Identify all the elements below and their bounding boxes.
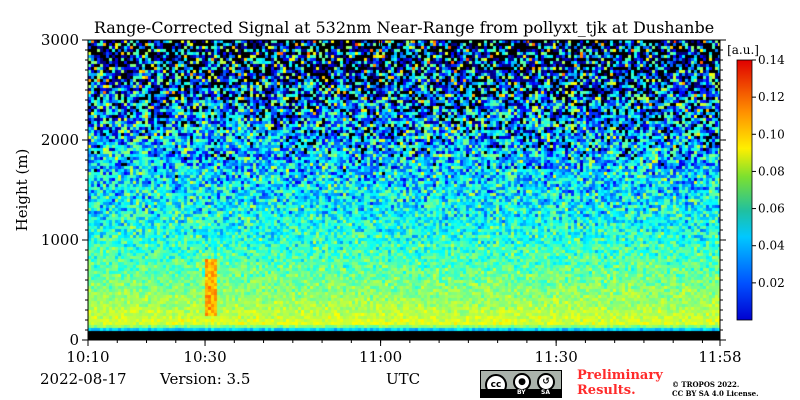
colorbar-tick-label: 0.04 [758,239,785,253]
x-tick-label: 11:00 [359,348,402,366]
y-axis-label: Height (m) [13,149,31,232]
colorbar-tick-label: 0.02 [758,276,785,290]
colorbar [736,59,753,321]
preliminary-line2: Results. [577,383,636,398]
colorbar-tick-label: 0.06 [758,202,785,216]
colorbar-tick-label: 0.12 [758,90,785,104]
y-tick-label: 3000 [41,31,79,49]
cc-sa-label: SA [541,389,550,396]
colorbar-unit: [a.u.] [727,43,759,57]
x-tick-label: 11:58 [698,348,741,366]
copyright-line1: © TROPOS 2022. [672,380,740,389]
colorbar-ticks: 0.02 0.04 0.06 0.08 0.10 0.12 0.14 [752,53,785,290]
cc-license-badge: cc ● ↺ BY SA [480,370,562,398]
y-tick-label: 1000 [41,231,79,249]
x-tick-label: 11:30 [535,348,578,366]
colorbar-tick-label: 0.14 [758,53,785,67]
colorbar-tick-label: 0.08 [758,164,785,178]
x-tick-label: 10:30 [183,348,226,366]
footer-date: 2022-08-17 [40,370,127,388]
cc-by-label: BY [517,389,526,396]
x-tick-label: 10:10 [66,348,109,366]
heatmap-image [88,40,720,340]
x-axis-label: UTC [386,370,421,388]
x-axis: 10:10 10:30 11:00 11:30 11:58 [66,40,742,366]
y-tick-label: 0 [69,331,79,349]
preliminary-line1: Preliminary [577,368,663,383]
copyright-line2: CC BY SA 4.0 License. [672,389,759,398]
y-tick-label: 2000 [41,131,79,149]
heatmap [88,40,720,340]
y-axis: 0 1000 2000 3000 [41,31,726,349]
footer-version: Version: 3.5 [160,370,251,388]
colorbar-tick-label: 0.10 [758,127,785,141]
chart-title: Range-Corrected Signal at 532nm Near-Ran… [94,18,714,37]
